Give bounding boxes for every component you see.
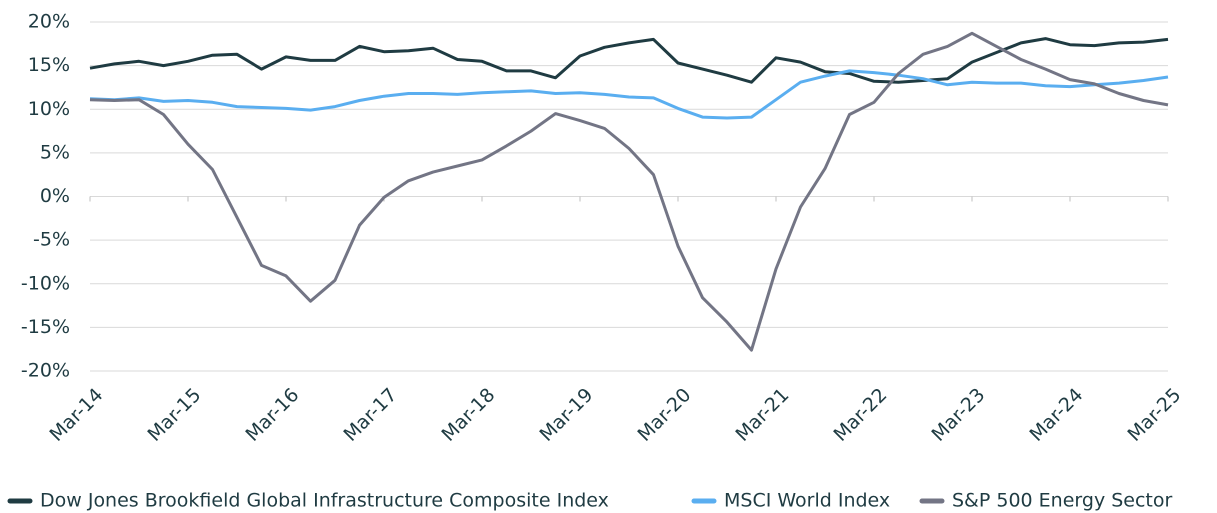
y-tick-label: 0% [40,185,70,207]
y-tick-label: 5% [40,141,70,163]
legend-label: MSCI World Index [724,490,890,512]
legend-label: Dow Jones Brookfield Global Infrastructu… [40,490,609,512]
x-tick-label: Mar-25 [1123,384,1185,446]
x-tick-label: Mar-20 [633,384,695,446]
x-tick-label: Mar-17 [339,384,401,446]
y-tick-label: -15% [21,316,70,338]
x-tick-label: Mar-14 [45,384,107,446]
y-tick-label: 20% [28,11,70,33]
y-tick-label: -20% [21,360,70,382]
x-tick-label: Mar-19 [535,384,597,446]
series-line [89,37,1169,84]
y-tick-label: -10% [21,272,70,294]
x-tick-label: Mar-16 [241,384,303,446]
x-tick-label: Mar-23 [927,384,989,446]
x-tick-label: Mar-22 [829,384,891,446]
legend-label: S&P 500 Energy Sector [952,490,1173,512]
series-line [89,31,1169,352]
series-line [89,69,1169,120]
y-tick-label: 10% [28,98,70,120]
x-tick-label: Mar-15 [143,384,205,446]
y-tick-label: -5% [33,229,70,251]
x-tick-label: Mar-24 [1025,384,1087,446]
x-tick-label: Mar-18 [437,384,499,446]
y-tick-label: 15% [28,54,70,76]
x-tick-label: Mar-21 [731,384,793,446]
